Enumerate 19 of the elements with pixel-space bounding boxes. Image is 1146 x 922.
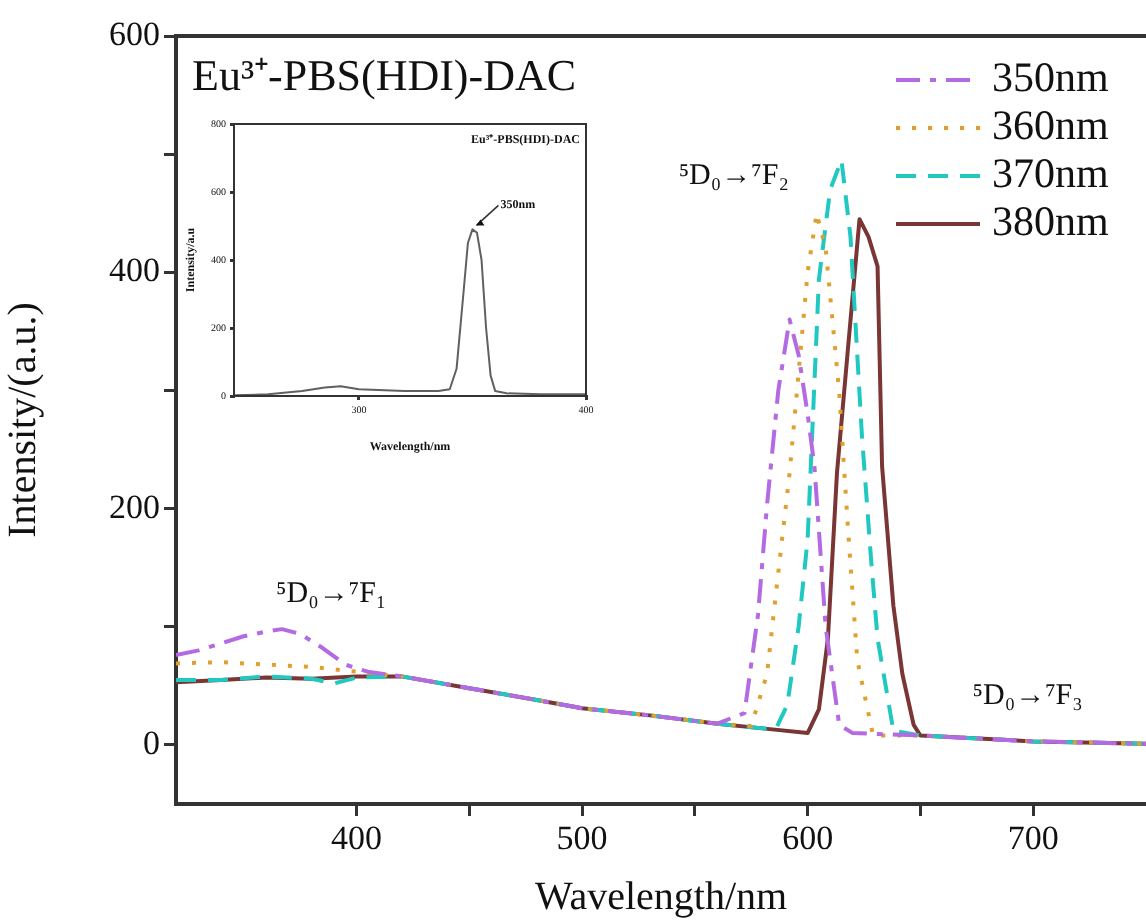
chart-title: Eu³⁺-PBS(HDI)-DAC: [192, 49, 577, 100]
y-tick-label: 0: [143, 723, 160, 762]
legend-label: 350nm: [992, 53, 1109, 102]
y-tick-label: 400: [109, 251, 160, 290]
x-tick-label: 500: [556, 819, 608, 858]
y-axis-title: Intensity/(a.u.): [0, 302, 45, 538]
legend-label: 370nm: [992, 149, 1109, 198]
x-tick-label: 400: [330, 819, 382, 858]
legend-label: 360nm: [992, 101, 1109, 150]
y-tick-label: 200: [109, 487, 160, 526]
annotation: ⁵D₀→⁷F₂: [678, 159, 789, 192]
annotation: ⁵D₀→⁷F₃: [972, 680, 1083, 713]
annotation: ⁵D₀→⁷F₁: [276, 578, 387, 611]
x-axis-title: Wavelength/nm: [534, 874, 789, 919]
line-series: [176, 317, 1146, 746]
x-tick-label: 600: [782, 819, 834, 858]
y-tick-label: 600: [109, 14, 160, 53]
x-tick-label: 700: [1007, 819, 1059, 858]
legend-label: 380nm: [992, 197, 1109, 246]
